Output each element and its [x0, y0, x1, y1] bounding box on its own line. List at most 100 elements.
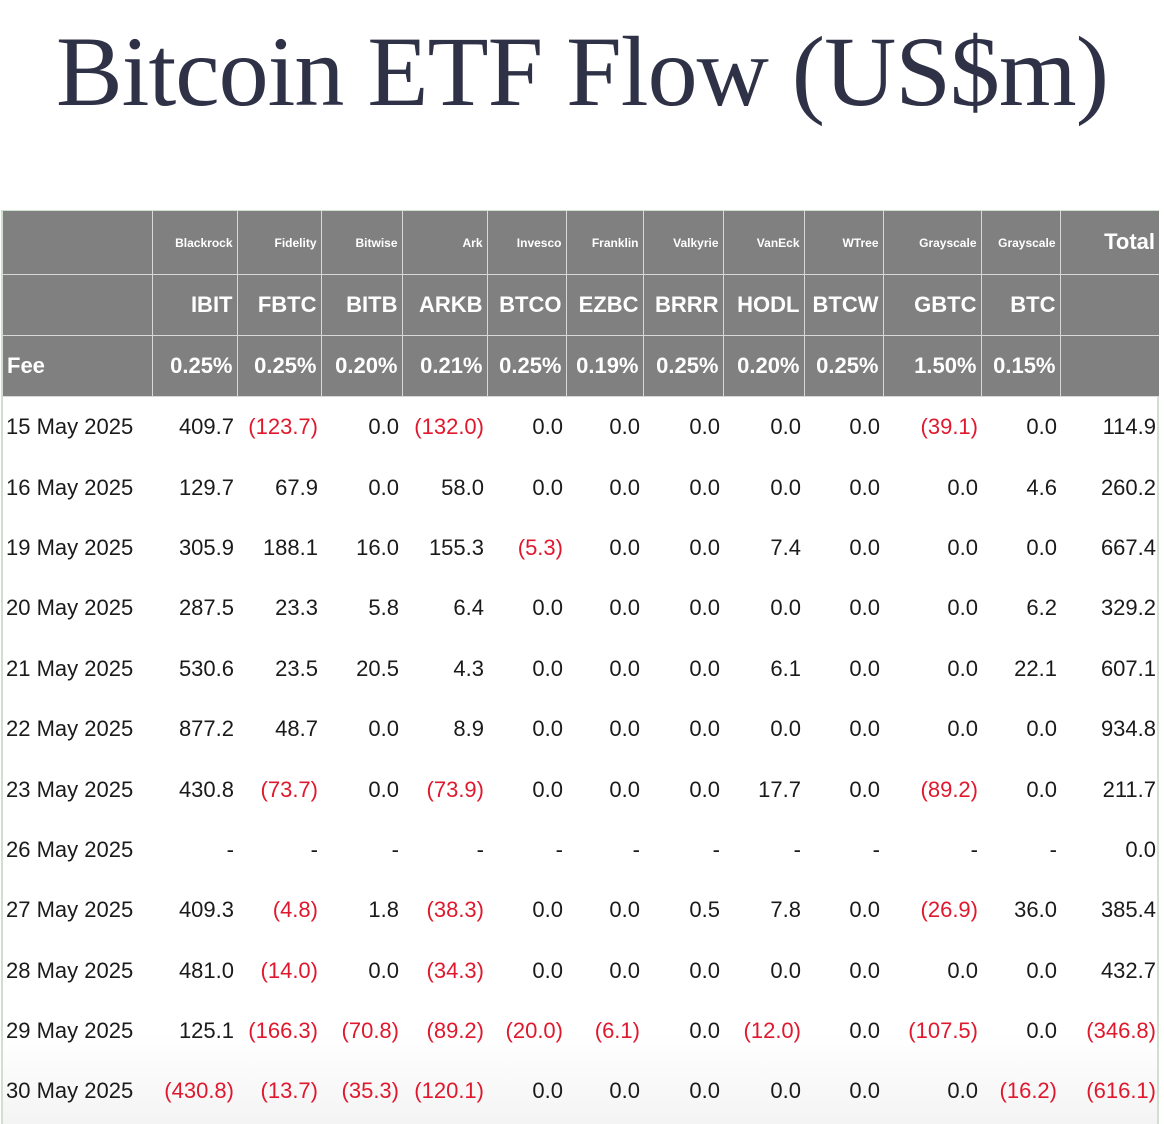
flow-cell: 0.0 — [689, 957, 720, 983]
flow-cell: 20.5 — [356, 655, 399, 681]
total-header: Total — [1060, 211, 1159, 275]
flow-cell: 0.0 — [689, 534, 720, 560]
flow-cell: 16.0 — [356, 534, 399, 560]
ticker-header: BTC — [981, 274, 1061, 336]
fee-cell: 1.50% — [883, 335, 982, 397]
flow-cell: - — [476, 836, 484, 862]
flow-cell: 7.4 — [770, 534, 801, 560]
etf-flow-table: Blackrock Fidelity Bitwise Ark Invesco F… — [3, 211, 1159, 1122]
flow-cell: 125.1 — [178, 1018, 234, 1044]
table-row: 16 May 2025 129.7 67.9 0.0 58.0 0.0 0.0 0.0 0.0 0… — [3, 457, 1159, 517]
fee-cell: 0.25% — [804, 335, 884, 397]
flow-cell: 287.5 — [178, 595, 234, 621]
issuer-header: Grayscale — [883, 211, 982, 275]
fee-cell: 0.25% — [643, 335, 724, 397]
ticker-header: FBTC — [237, 274, 322, 336]
total-cell: (346.8) — [1086, 1018, 1156, 1044]
flow-cell: 430.8 — [178, 776, 234, 802]
flow-cell: 0.0 — [532, 1078, 563, 1104]
date-cell: 16 May 2025 — [6, 474, 134, 500]
flow-cell: 23.3 — [275, 595, 318, 621]
flow-cell: 0.0 — [849, 957, 880, 983]
flow-cell: - — [310, 836, 318, 862]
header-corner-cell — [3, 211, 153, 275]
date-cell: 23 May 2025 — [6, 776, 134, 802]
fee-cell: 0.25% — [487, 335, 567, 397]
flow-cell: 0.0 — [770, 1078, 801, 1104]
flow-cell: (35.3) — [341, 1078, 399, 1104]
ticker-header: ARKB — [402, 274, 488, 336]
ticker-header: GBTC — [883, 274, 982, 336]
etf-flow-table-container: Blackrock Fidelity Bitwise Ark Invesco F… — [1, 210, 1159, 1124]
flow-cell: 0.0 — [1026, 776, 1057, 802]
ticker-header: BTCO — [487, 274, 567, 336]
ticker-header: EZBC — [566, 274, 644, 336]
flow-cell: 0.0 — [1026, 957, 1057, 983]
fee-row: Fee 0.25% 0.25% 0.20% 0.21% 0.25% 0.19% … — [3, 335, 1159, 397]
issuer-header: WTree — [804, 211, 884, 275]
flow-cell: 0.0 — [532, 595, 563, 621]
flow-cell: 0.0 — [770, 474, 801, 500]
flow-cell: 23.5 — [275, 655, 318, 681]
date-cell: 21 May 2025 — [6, 655, 134, 681]
flow-cell: 0.0 — [849, 776, 880, 802]
flow-cell: 0.0 — [947, 595, 978, 621]
total-cell: 260.2 — [1100, 474, 1156, 500]
flow-cell: 0.0 — [609, 776, 640, 802]
page-title: Bitcoin ETF Flow (US$m) — [55, 16, 1109, 127]
flow-cell: 409.7 — [178, 414, 234, 440]
flow-cell: - — [391, 836, 399, 862]
fee-cell: 0.25% — [152, 335, 238, 397]
flow-cell: (166.3) — [248, 1018, 318, 1044]
flow-cell: (34.3) — [426, 957, 484, 983]
flow-cell: 0.0 — [947, 534, 978, 560]
flow-cell: (5.3) — [517, 534, 563, 560]
flow-cell: - — [872, 836, 880, 862]
flow-cell: 0.0 — [849, 897, 880, 923]
fee-cell: 0.19% — [566, 335, 644, 397]
date-cell: 28 May 2025 — [6, 957, 134, 983]
flow-cell: (4.8) — [272, 897, 318, 923]
flow-cell: 0.0 — [947, 474, 978, 500]
date-cell: 15 May 2025 — [6, 414, 134, 440]
flow-cell: 0.0 — [849, 534, 880, 560]
flow-cell: 0.0 — [849, 595, 880, 621]
flow-cell: 0.0 — [609, 957, 640, 983]
flow-cell: 0.0 — [609, 534, 640, 560]
flow-cell: 0.0 — [849, 414, 880, 440]
ticker-header: BTCW — [804, 274, 884, 336]
flow-cell: 0.0 — [947, 716, 978, 742]
total-cell: 211.7 — [1102, 776, 1156, 802]
flow-cell: 22.1 — [1014, 655, 1057, 681]
table-row: 28 May 2025 481.0 (14.0) 0.0 (34.3) 0.0 0.0 0.0… — [3, 941, 1159, 1001]
total-cell: (616.1) — [1086, 1078, 1156, 1104]
flow-cell: 0.0 — [770, 716, 801, 742]
table-row: 29 May 2025 125.1 (166.3) (70.8) (89.2) (20.0… — [3, 1001, 1159, 1061]
flow-cell: (89.2) — [426, 1018, 484, 1044]
total-cell: 667.4 — [1100, 534, 1156, 560]
flow-cell: 0.0 — [689, 474, 720, 500]
flow-cell: (16.2) — [999, 1078, 1057, 1104]
issuer-header: Grayscale — [981, 211, 1061, 275]
flow-cell: 409.3 — [178, 897, 234, 923]
flow-cell: 0.0 — [609, 595, 640, 621]
flow-cell: 0.0 — [532, 716, 563, 742]
flow-cell: 305.9 — [178, 534, 234, 560]
flow-cell: 4.3 — [453, 655, 484, 681]
flow-cell: 0.0 — [689, 595, 720, 621]
issuer-header: VanEck — [723, 211, 805, 275]
table-row: 30 May 2025 (430.8) (13.7) (35.3) (120.1) 0.0… — [3, 1061, 1159, 1121]
fee-cell: 0.25% — [237, 335, 322, 397]
flow-cell: 0.0 — [770, 957, 801, 983]
flow-cell: 0.0 — [368, 414, 399, 440]
flow-cell: 0.0 — [609, 716, 640, 742]
ticker-header: IBIT — [152, 274, 238, 336]
total-cell: 0.0 — [1125, 836, 1156, 862]
ticker-corner-cell — [3, 274, 153, 336]
date-cell: 22 May 2025 — [6, 716, 134, 742]
total-cell: 329.2 — [1100, 595, 1156, 621]
flow-cell: 0.0 — [532, 957, 563, 983]
flow-cell: 0.0 — [689, 1018, 720, 1044]
flow-cell: 530.6 — [178, 655, 234, 681]
issuer-header: Franklin — [566, 211, 644, 275]
